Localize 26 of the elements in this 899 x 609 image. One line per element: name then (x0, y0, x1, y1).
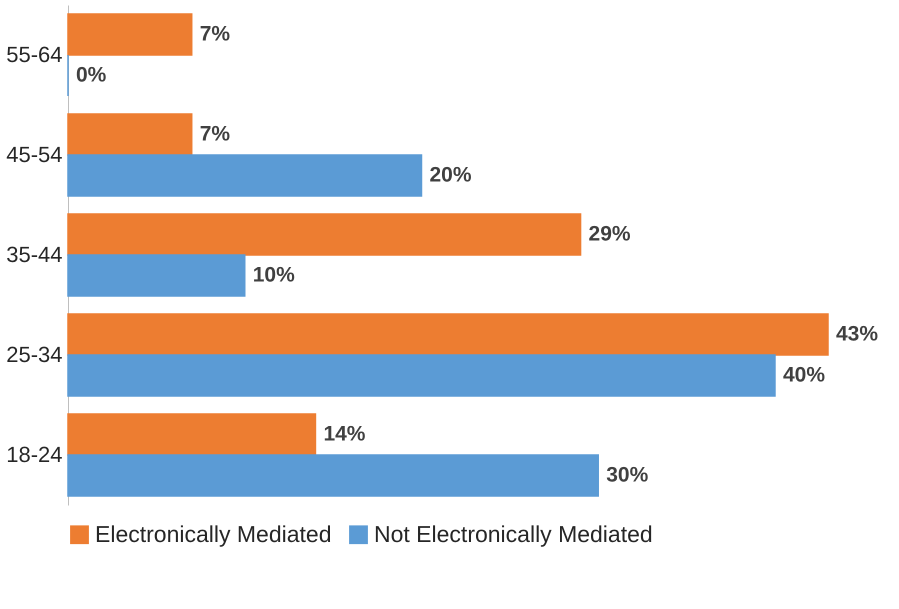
data-label: 0% (76, 64, 107, 86)
data-label: 14% (323, 422, 366, 446)
data-label: 29% (588, 222, 631, 246)
bar (67, 454, 599, 497)
data-label: 43% (836, 322, 878, 346)
y-tick-label: 45-54 (6, 142, 62, 167)
legend-label: Electronically Mediated (95, 520, 332, 547)
bar (67, 213, 582, 256)
data-label: 10% (252, 264, 296, 286)
bar (67, 413, 316, 456)
y-tick-label: 18-24 (6, 442, 62, 467)
data-label: 20% (429, 164, 472, 186)
bar (67, 354, 776, 397)
bar (67, 154, 422, 197)
data-label: 40% (782, 364, 826, 386)
y-tick-label: 25-34 (6, 342, 62, 367)
data-label: 30% (606, 464, 649, 486)
bar (67, 13, 192, 56)
bar (67, 313, 829, 356)
data-label: 7% (200, 22, 230, 46)
bar (67, 113, 192, 156)
bar (67, 254, 246, 297)
data-label: 7% (200, 122, 230, 146)
legend-label: Not Electronically Mediated (374, 520, 653, 547)
y-tick-label: 55-64 (6, 42, 62, 67)
y-tick-label: 35-44 (6, 242, 62, 267)
